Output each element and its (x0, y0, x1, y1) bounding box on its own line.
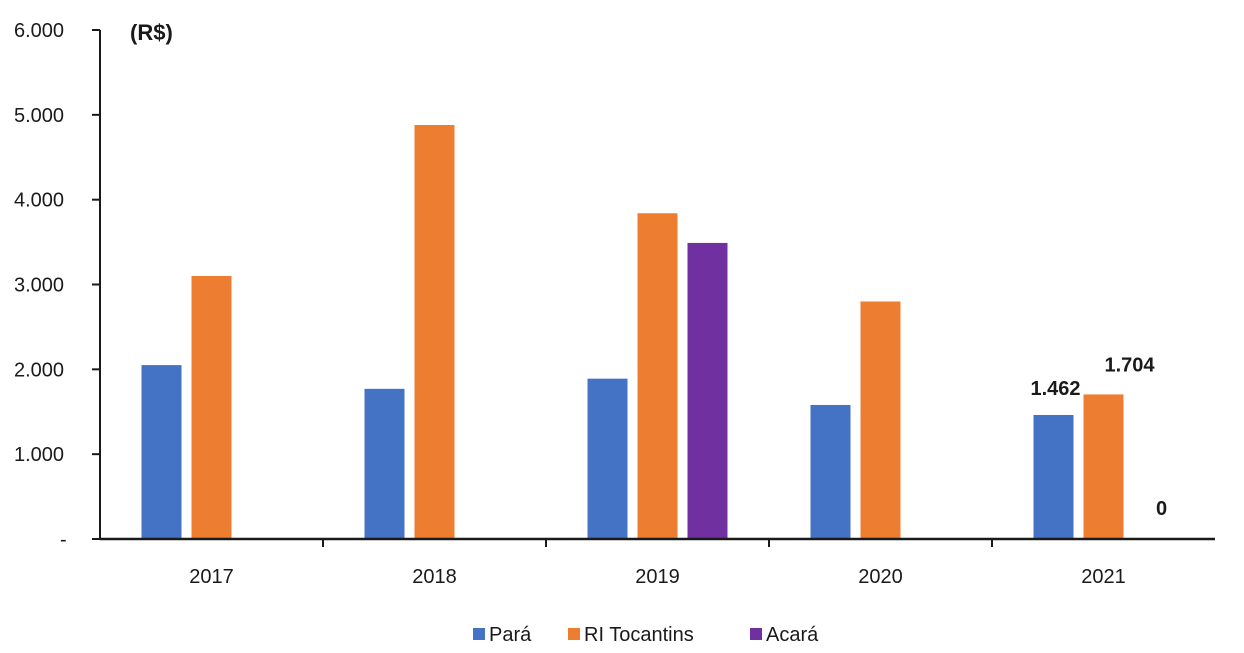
legend-swatch-ri-tocantins (568, 628, 580, 640)
legend-swatch-pará (473, 628, 485, 640)
bar-pará-2017 (141, 365, 182, 539)
x-tick-layer: 2017 2018 2019 2020 2021 (189, 539, 1126, 588)
y-tick-label: - (60, 529, 67, 551)
bar-ri-tocantins-2020 (860, 301, 901, 539)
bar-pará-2019 (587, 378, 628, 539)
y-tick-label: 1.000 (14, 444, 64, 466)
legend-label: RI Tocantins (584, 624, 694, 646)
y-tick-label: 6.000 (14, 20, 64, 42)
bar-pará-2020 (810, 404, 851, 539)
bar-ri-tocantins-2019 (637, 213, 678, 540)
bar-pará-2021 (1033, 414, 1074, 539)
x-tick-label: 2021 (1081, 566, 1126, 588)
data-label-layer: 1.462 1.704 0 (1030, 354, 1167, 520)
y-tick-label: 5.000 (14, 105, 64, 127)
data-label: 1.704 (1104, 354, 1155, 376)
legend-label: Acará (766, 624, 819, 646)
y-tick-label: 4.000 (14, 190, 64, 212)
x-tick-label: 2020 (858, 566, 903, 588)
legend-label: Pará (489, 624, 532, 646)
x-tick-label: 2017 (189, 566, 234, 588)
data-label: 1.462 (1030, 378, 1080, 400)
bar-ri-tocantins-2021 (1083, 394, 1124, 539)
y-tick-layer: - 1.000 2.000 3.000 4.000 5.000 6.000 (14, 20, 100, 551)
y-unit-label: (R$) (130, 20, 173, 45)
legend: Pará RI Tocantins Acará (473, 624, 819, 646)
bar-ri-tocantins-2017 (191, 276, 232, 539)
bar-ri-tocantins-2018 (414, 125, 455, 539)
legend-swatch-acará (750, 628, 762, 640)
y-tick-label: 3.000 (14, 275, 64, 297)
x-tick-label: 2019 (635, 566, 680, 588)
bars-layer (141, 125, 1124, 540)
bar-pará-2018 (364, 388, 405, 539)
data-label: 0 (1156, 498, 1167, 520)
bar-acará-2019 (687, 242, 728, 539)
x-tick-label: 2018 (412, 566, 457, 588)
y-tick-label: 2.000 (14, 359, 64, 381)
